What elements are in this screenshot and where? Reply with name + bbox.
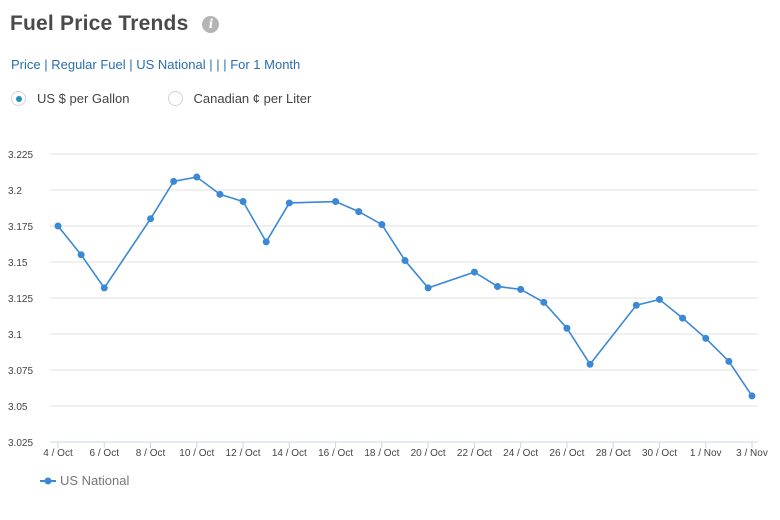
x-tick-label: 8 / Oct xyxy=(136,448,166,459)
data-point xyxy=(725,357,733,365)
data-point xyxy=(216,190,224,198)
x-tick-label: 18 / Oct xyxy=(364,448,399,459)
page-title: Fuel Price Trends xyxy=(10,12,189,35)
y-tick-label: 3.2 xyxy=(8,186,22,197)
info-icon[interactable]: i xyxy=(202,15,220,33)
legend-item-us-national[interactable]: US National xyxy=(40,473,129,488)
x-tick-label: 16 / Oct xyxy=(318,448,353,459)
y-tick-label: 3.1 xyxy=(8,330,22,341)
title-row: Fuel Price Trends i xyxy=(10,12,220,36)
data-point xyxy=(262,238,270,246)
data-point xyxy=(748,392,756,400)
price-line-chart: 3.025 3.05 3.075 3.1 3.125 3.15 3.175 3.2 3.225 4… xyxy=(8,150,768,459)
x-tick-label: 14 / Oct xyxy=(272,448,307,459)
x-tick-label: 26 / Oct xyxy=(549,448,584,459)
x-tick-label: 10 / Oct xyxy=(179,448,214,459)
y-tick-label: 3.125 xyxy=(8,294,33,305)
x-tick-label: 28 / Oct xyxy=(596,448,631,459)
data-point xyxy=(702,334,710,342)
unit-radio-group: US $ per Gallon Canadian ¢ per Liter xyxy=(11,91,349,106)
data-point xyxy=(100,284,108,292)
x-tick-label: 22 / Oct xyxy=(457,448,492,459)
x-tick-label: 24 / Oct xyxy=(503,448,538,459)
data-point xyxy=(332,198,340,206)
x-tick-label: 6 / Oct xyxy=(90,448,120,459)
legend-label: US National xyxy=(60,473,130,488)
data-point xyxy=(655,295,663,303)
data-point xyxy=(563,324,571,332)
data-point xyxy=(378,221,386,229)
y-tick-label: 3.175 xyxy=(8,222,33,233)
legend-line-marker-icon xyxy=(40,477,56,484)
data-point xyxy=(355,208,363,216)
radio-dot xyxy=(15,95,22,102)
y-tick-label: 3.05 xyxy=(8,402,28,413)
data-point xyxy=(239,198,247,206)
breadcrumb[interactable]: Price | Regular Fuel | US National | | |… xyxy=(11,57,301,72)
data-point xyxy=(54,222,62,230)
data-point xyxy=(540,298,548,306)
series-line-us-national xyxy=(57,176,753,397)
x-tick-label: 1 / Nov xyxy=(690,448,722,459)
y-tick-label: 3.075 xyxy=(8,366,33,377)
unit-option-us-gallon[interactable]: US $ per Gallon xyxy=(11,91,130,106)
data-point xyxy=(401,257,409,265)
data-point xyxy=(470,268,478,276)
data-point xyxy=(632,301,640,309)
data-point xyxy=(424,284,432,292)
y-tick-label: 3.225 xyxy=(8,150,33,161)
x-tick-label: 4 / Oct xyxy=(43,448,73,459)
x-tick-label: 3 / Nov xyxy=(736,448,768,459)
x-tick-label: 30 / Oct xyxy=(642,448,677,459)
data-point xyxy=(586,360,594,368)
radio-canadian-liter[interactable] xyxy=(167,91,183,106)
unit-label-canadian-liter: Canadian ¢ per Liter xyxy=(193,91,312,106)
data-point xyxy=(193,173,201,181)
data-point xyxy=(285,199,293,207)
radio-us-gallon[interactable] xyxy=(11,91,26,106)
x-tick-label: 12 / Oct xyxy=(226,448,261,459)
unit-label-us-gallon: US $ per Gallon xyxy=(37,91,130,106)
data-point xyxy=(147,215,155,223)
data-point xyxy=(517,285,525,293)
unit-option-canadian-liter[interactable]: Canadian ¢ per Liter xyxy=(167,91,312,106)
y-tick-label: 3.025 xyxy=(8,438,33,449)
data-point xyxy=(77,251,85,259)
data-point xyxy=(170,177,178,185)
x-tick-label: 20 / Oct xyxy=(411,448,446,459)
data-point xyxy=(679,314,687,322)
data-point xyxy=(494,282,502,290)
y-tick-label: 3.15 xyxy=(8,258,28,269)
